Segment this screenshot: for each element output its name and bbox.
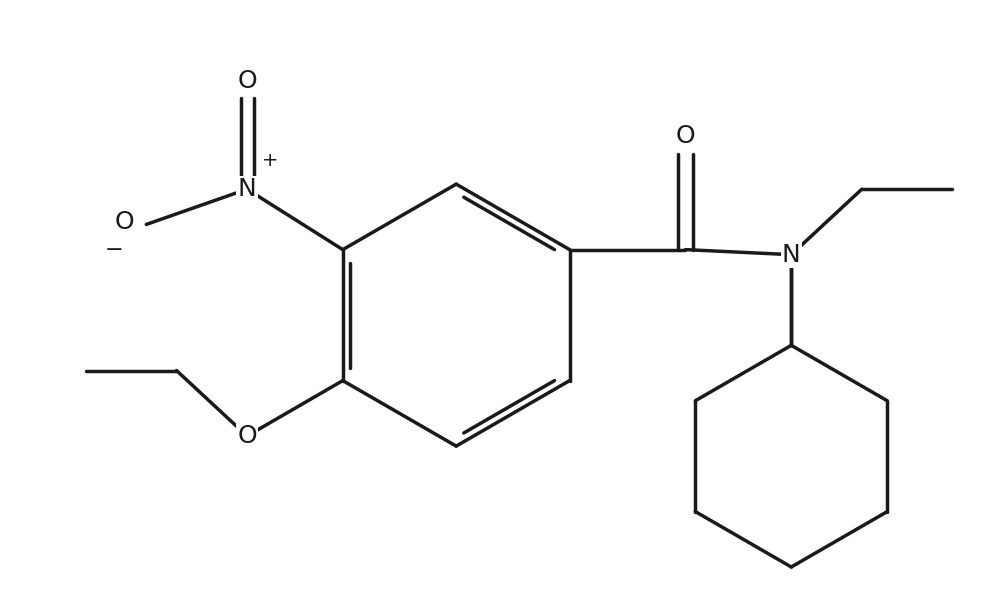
Text: O: O [675,124,695,148]
Text: N: N [237,177,256,201]
Text: O: O [114,211,134,235]
Text: N: N [781,242,800,266]
Text: O: O [237,70,257,94]
Text: +: + [262,151,278,170]
Text: −: − [104,239,123,260]
Text: O: O [237,424,257,448]
